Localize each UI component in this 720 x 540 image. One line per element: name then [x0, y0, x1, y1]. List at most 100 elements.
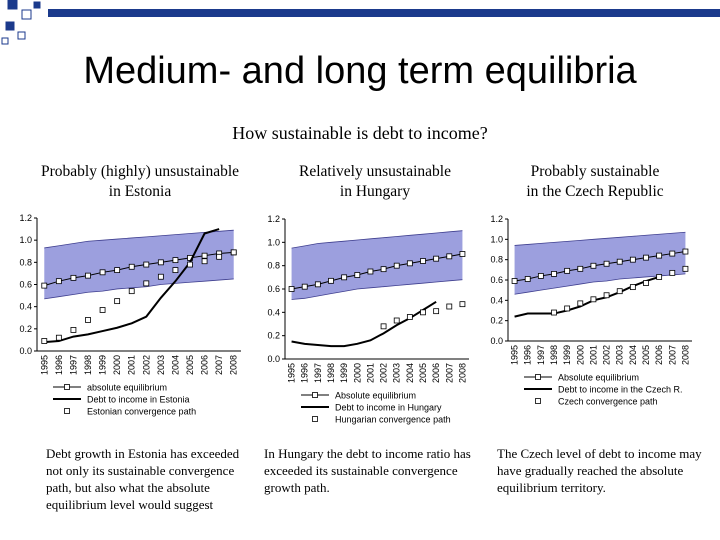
legend-marker	[312, 392, 318, 398]
note-czech: The Czech level of debt to income may ha…	[497, 446, 702, 495]
series-point-2	[643, 280, 649, 286]
series-point-0	[380, 266, 387, 273]
series-point-2	[143, 280, 150, 287]
heading-czech-line2: in the Czech Republic	[526, 183, 664, 200]
legend-label: Debt to income in the Czech R.	[558, 385, 683, 395]
series-point-0	[85, 272, 91, 279]
series-point-2	[590, 296, 597, 303]
series-point-0	[446, 253, 453, 260]
x-tick-label: 1998	[549, 345, 559, 365]
deco-square	[17, 31, 26, 40]
series-point-0	[643, 254, 649, 261]
x-tick-label: 1997	[68, 355, 78, 375]
series-point-0	[201, 252, 208, 259]
series-point-2	[406, 314, 413, 320]
legend-label: Estonian convergence path	[87, 407, 196, 417]
deco-square	[5, 21, 15, 31]
x-tick-label: 2004	[170, 355, 180, 375]
equilibrium-band	[44, 230, 234, 299]
legend-label: absolute equilibrium	[87, 383, 167, 393]
legend-label: Absolute equilibrium	[335, 391, 416, 401]
band-lower-edge	[44, 278, 234, 300]
series-point-2	[420, 309, 426, 316]
series-point-0	[629, 256, 636, 263]
x-tick-label: 2000	[112, 355, 122, 375]
deco-square	[7, 0, 18, 10]
x-tick-label: 2006	[200, 355, 210, 375]
y-tick-label: 0.6	[490, 275, 503, 285]
x-tick-label: 2006	[654, 345, 664, 365]
x-tick-label: 2001	[588, 345, 598, 365]
legend-label: Czech convergence path	[558, 397, 658, 407]
chart-estonia-svg: 0.0 0.2 0.4 0.6 0.8 1.0 1.2 1995 1996 1997 1998 199…	[19, 213, 241, 417]
series-point-2	[55, 334, 62, 341]
series-point-2	[380, 323, 387, 330]
y-tick-label: 1.0	[490, 234, 503, 244]
deco-bar	[48, 9, 720, 17]
y-tick-label: 1.0	[267, 237, 280, 247]
x-tick-label: 2003	[392, 363, 402, 383]
y-tick-label: 0.0	[490, 336, 503, 346]
series-point-0	[420, 258, 426, 264]
series-point-2	[446, 303, 453, 310]
legend-marker	[535, 374, 541, 380]
x-tick-label: 2004	[628, 345, 638, 365]
y-tick-label: 0.2	[267, 331, 280, 341]
heading-estonia-line1: Probably (highly) unsustainable	[40, 163, 240, 180]
series-point-2	[616, 288, 623, 295]
series-point-2	[393, 317, 400, 324]
x-tick-label: 2001	[127, 355, 137, 375]
legend-marker	[535, 398, 541, 404]
series-point-2	[172, 267, 179, 273]
x-tick-label: 1998	[326, 363, 336, 383]
heading-estonia: Probably (highly) unsustainable in Eston…	[20, 162, 260, 202]
legend-label: Absolute equilibrium	[558, 373, 639, 383]
series-point-0	[114, 267, 121, 273]
series-point-0	[551, 271, 557, 277]
series-point-2	[41, 338, 48, 344]
x-tick-label: 2004	[405, 363, 415, 383]
series-point-2	[551, 309, 557, 316]
y-tick-label: 1.2	[19, 213, 32, 223]
legend-marker	[64, 384, 70, 390]
deco-square	[21, 9, 32, 20]
x-tick-label: 1995	[287, 363, 297, 383]
series-point-0	[564, 267, 571, 274]
series-point-0	[288, 286, 295, 292]
band-upper-edge	[44, 229, 234, 249]
deco-square	[1, 37, 9, 45]
note-hungary: In Hungary the debt to income ratio has …	[264, 446, 471, 495]
series-point-2	[682, 265, 689, 272]
equilibrium-band	[291, 230, 463, 300]
series-line-1	[291, 300, 437, 348]
series-point-0	[172, 257, 179, 264]
series-point-2	[564, 305, 571, 312]
legend-label: Debt to income in Estonia	[87, 395, 190, 405]
series-point-2	[99, 307, 106, 313]
x-tick-label: 2007	[667, 345, 677, 365]
x-tick-label: 1999	[562, 345, 572, 365]
series-point-2	[603, 292, 610, 299]
heading-estonia-line2: in Estonia	[108, 183, 172, 200]
y-tick-label: 0.0	[267, 354, 280, 364]
series-point-2	[128, 288, 135, 295]
y-tick-label: 0.8	[267, 261, 280, 271]
equilibrium-band	[514, 232, 686, 295]
x-tick-label: 1996	[54, 355, 64, 375]
x-tick-label: 1995	[39, 355, 49, 375]
legend-marker	[64, 408, 70, 414]
x-tick-label: 1997	[313, 363, 323, 383]
series-point-0	[143, 261, 150, 268]
series-point-0	[70, 274, 77, 281]
legend-label: Debt to income in Hungary	[335, 403, 442, 413]
x-tick-label: 1999	[98, 355, 108, 375]
series-point-0	[99, 269, 106, 276]
series-point-0	[669, 250, 676, 257]
series-point-2	[70, 327, 77, 333]
x-tick-label: 2002	[379, 363, 389, 383]
x-tick-label: 2008	[229, 355, 239, 375]
series-point-0	[393, 262, 400, 269]
chart-hungary-svg: 0.0 0.2 0.4 0.6 0.8 1.0 1.2 1995 1996 1997 1998 199…	[267, 214, 469, 425]
series-point-0	[524, 276, 531, 282]
series-point-0	[682, 248, 689, 255]
